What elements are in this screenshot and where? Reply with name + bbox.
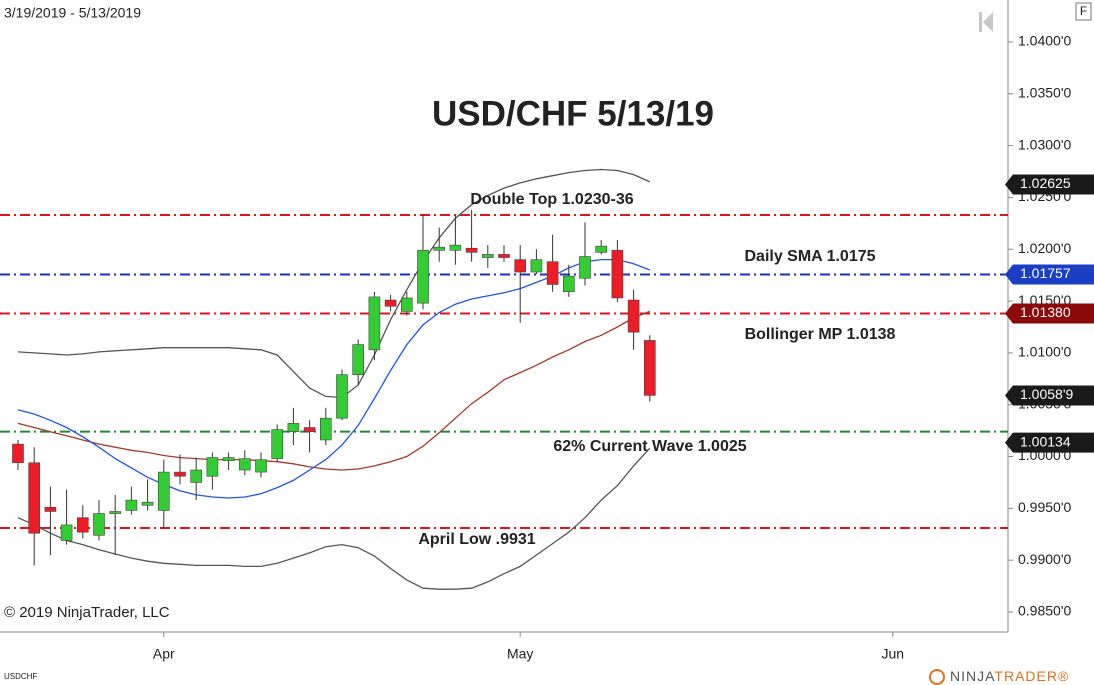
- candle-body: [190, 469, 202, 483]
- candle-body: [60, 524, 73, 541]
- x-tick-label: Apr: [153, 646, 175, 662]
- price-marker-label: 1.00134: [1020, 433, 1071, 449]
- candle-body: [514, 259, 527, 273]
- y-tick-label: 1.0350'0: [1018, 84, 1071, 100]
- level-label: Daily SMA 1.0175: [744, 248, 875, 265]
- candle-body: [44, 507, 57, 512]
- price-marker-label: 1.01380: [1020, 304, 1071, 320]
- plot-area: 0.9850'00.9900'00.9950'01.0000'01.0050'0…: [0, 33, 1094, 662]
- candle-body: [109, 511, 121, 514]
- indicator-line: [17, 310, 651, 471]
- y-tick-label: 1.0200'0: [1018, 240, 1071, 256]
- candle-body: [287, 423, 300, 432]
- collapse-button[interactable]: [979, 12, 993, 32]
- candle-body: [449, 244, 462, 251]
- price-marker: [1005, 174, 1094, 195]
- price-marker-label: 1.02625: [1020, 175, 1071, 191]
- candle-body: [12, 443, 24, 464]
- candle-body: [644, 340, 656, 396]
- y-tick-label: 0.9850'0: [1018, 603, 1071, 619]
- y-tick-label: 1.0300'0: [1018, 136, 1071, 152]
- indicator-line: [17, 258, 651, 499]
- y-tick-label: 0.9900'0: [1018, 551, 1071, 567]
- candle-body: [611, 249, 624, 299]
- candle-body: [400, 297, 413, 312]
- collapse-bar: [979, 12, 982, 32]
- collapse-arrow: [983, 12, 993, 32]
- f-button-box: [1075, 2, 1092, 21]
- y-tick-label: 1.0100'0: [1018, 344, 1071, 360]
- candle-body: [530, 259, 543, 273]
- logo-part2: TRADER®: [994, 668, 1069, 684]
- candle-body: [352, 344, 364, 375]
- candle-body: [546, 261, 559, 285]
- candle-body: [206, 457, 219, 477]
- price-marker: [1005, 303, 1094, 324]
- candle-body: [76, 517, 89, 533]
- candle-body: [255, 459, 267, 473]
- logo: NINJATRADER®: [929, 668, 1069, 685]
- candle-body: [481, 254, 494, 258]
- candle-body: [417, 249, 429, 304]
- candle-body: [141, 501, 154, 506]
- x-tick-label: May: [507, 646, 533, 662]
- level-label: Double Top 1.0230-36: [470, 191, 633, 208]
- copyright: © 2019 NinjaTrader, LLC: [4, 604, 170, 621]
- f-button-label: F: [1080, 4, 1087, 18]
- candle-body: [433, 246, 445, 251]
- candle-body: [384, 299, 397, 307]
- price-marker-label: 1.01757: [1020, 265, 1071, 281]
- logo-icon: [929, 669, 945, 685]
- chart-title: USD/CHF 5/13/19: [432, 94, 714, 133]
- candle-body: [465, 247, 478, 253]
- f-button[interactable]: F: [1075, 2, 1092, 21]
- logo-part1: NINJA: [950, 668, 995, 684]
- candle-body: [93, 513, 105, 536]
- candle-body: [174, 471, 186, 477]
- candle-body: [579, 256, 591, 279]
- logo-text: NINJATRADER®: [950, 668, 1069, 684]
- indicator-line: [17, 168, 651, 399]
- candle-body: [157, 471, 170, 511]
- candle-body: [319, 417, 332, 441]
- level-label: 62% Current Wave 1.0025: [553, 438, 746, 455]
- price-marker-label: 1.0058'9: [1020, 386, 1073, 402]
- candle-body: [303, 427, 316, 432]
- y-tick-label: 1.0400'0: [1018, 33, 1071, 49]
- price-marker: [1005, 432, 1094, 453]
- candle-body: [28, 462, 40, 534]
- symbol-label: USDCHF: [4, 672, 37, 681]
- candle-body: [627, 299, 640, 333]
- candle-body: [563, 275, 575, 293]
- candle-body: [498, 254, 510, 258]
- candle-body: [336, 374, 348, 419]
- y-tick-label: 0.9950'0: [1018, 499, 1071, 515]
- indicator-line: [17, 447, 651, 590]
- price-marker: [1005, 385, 1094, 406]
- candle-body: [368, 296, 381, 351]
- candle-body: [125, 499, 138, 511]
- date-range: 3/19/2019 - 5/13/2019: [4, 5, 141, 21]
- candle-body: [271, 429, 283, 459]
- x-tick-label: Jun: [882, 646, 905, 662]
- price-marker: [1005, 264, 1094, 285]
- level-label: Bollinger MP 1.0138: [745, 326, 896, 343]
- candle-body: [595, 245, 608, 253]
- level-label: April Low .9931: [418, 531, 535, 548]
- candle-body: [238, 458, 251, 471]
- candle-body: [222, 457, 235, 461]
